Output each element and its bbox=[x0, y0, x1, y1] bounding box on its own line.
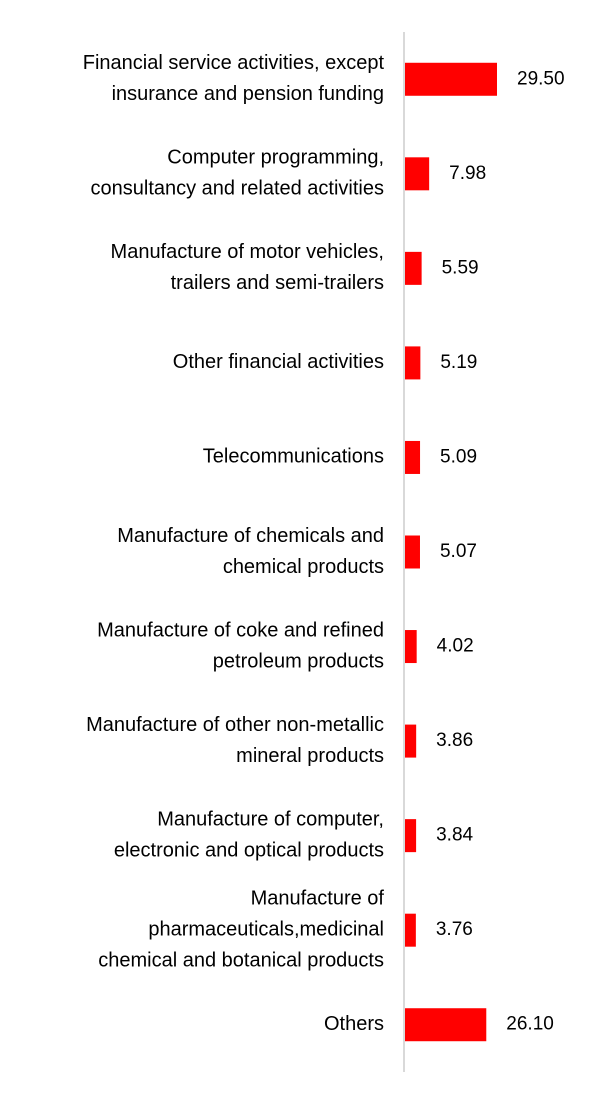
category-label-5-line-0: Manufacture of chemicals and bbox=[117, 525, 384, 547]
category-label-5: Manufacture of chemicals and chemical pro… bbox=[117, 525, 384, 578]
value-label-2: 5.59 bbox=[442, 257, 479, 278]
bar-9 bbox=[404, 913, 416, 947]
category-label-4: Telecommunications bbox=[203, 446, 384, 468]
category-label-4-line-0: Telecommunications bbox=[203, 446, 384, 468]
bars-layer bbox=[404, 62, 497, 1042]
value-label-10: 26.10 bbox=[506, 1014, 554, 1035]
category-label-6-line-1: petroleum products bbox=[213, 650, 384, 672]
bar-1 bbox=[404, 157, 430, 191]
category-label-2-line-1: trailers and semi-trailers bbox=[171, 272, 384, 294]
category-labels-layer: Financial service activities, except insu… bbox=[83, 52, 385, 1035]
value-label-6: 4.02 bbox=[437, 636, 474, 657]
category-label-3-line-0: Other financial activities bbox=[173, 351, 384, 373]
category-label-10-line-0: Others bbox=[324, 1013, 384, 1035]
value-label-9: 3.76 bbox=[436, 919, 473, 940]
value-labels-layer: 29.50 7.98 5.59 5.19 5.09 5.07 4.02 3.86 3.84 3.7… bbox=[436, 68, 565, 1034]
value-label-5: 5.07 bbox=[440, 541, 477, 562]
category-label-9-line-0: Manufacture of bbox=[251, 887, 385, 909]
value-label-4: 5.09 bbox=[440, 446, 477, 467]
category-label-9: Manufacture of pharmaceuticals,medicinal c… bbox=[98, 887, 384, 971]
bar-4 bbox=[404, 440, 421, 474]
category-label-0-line-1: insurance and pension funding bbox=[112, 83, 384, 105]
category-label-7: Manufacture of other non-metallic mineral… bbox=[86, 714, 384, 767]
category-label-5-line-1: chemical products bbox=[223, 556, 384, 578]
bar-10 bbox=[404, 1008, 487, 1042]
category-label-1-line-1: consultancy and related activities bbox=[91, 178, 385, 200]
category-label-8-line-1: electronic and optical products bbox=[114, 839, 384, 861]
category-label-3: Other financial activities bbox=[173, 351, 384, 373]
bar-6 bbox=[404, 630, 417, 664]
value-label-1: 7.98 bbox=[449, 163, 486, 184]
category-label-7-line-1: mineral products bbox=[236, 745, 384, 767]
category-label-0-line-0: Financial service activities, except bbox=[83, 52, 385, 74]
category-label-10: Others bbox=[324, 1013, 384, 1035]
category-label-1-line-0: Computer programming, bbox=[167, 147, 384, 169]
category-label-9-line-2: chemical and botanical products bbox=[98, 949, 384, 971]
bar-8 bbox=[404, 819, 417, 853]
category-label-6-line-0: Manufacture of coke and refined bbox=[97, 619, 384, 641]
category-label-8-line-0: Manufacture of computer, bbox=[157, 808, 384, 830]
value-label-8: 3.84 bbox=[436, 825, 473, 846]
value-label-0: 29.50 bbox=[517, 68, 565, 89]
bar-7 bbox=[404, 724, 417, 758]
bar-0 bbox=[404, 62, 497, 96]
bar-3 bbox=[404, 346, 421, 380]
category-label-7-line-0: Manufacture of other non-metallic bbox=[86, 714, 384, 736]
bar-5 bbox=[404, 535, 420, 569]
category-label-6: Manufacture of coke and refined petroleum… bbox=[97, 619, 384, 672]
category-label-8: Manufacture of computer, electronic and o… bbox=[114, 808, 384, 861]
category-label-0: Financial service activities, except insu… bbox=[83, 52, 385, 105]
category-label-1: Computer programming, consultancy and rel… bbox=[91, 147, 385, 200]
bar-2 bbox=[404, 251, 422, 285]
value-label-7: 3.86 bbox=[436, 730, 473, 751]
value-label-3: 5.19 bbox=[440, 352, 477, 373]
category-label-9-line-1: pharmaceuticals,medicinal bbox=[148, 918, 384, 940]
category-label-2: Manufacture of motor vehicles, trailers a… bbox=[111, 241, 384, 294]
category-label-2-line-0: Manufacture of motor vehicles, bbox=[111, 241, 384, 263]
